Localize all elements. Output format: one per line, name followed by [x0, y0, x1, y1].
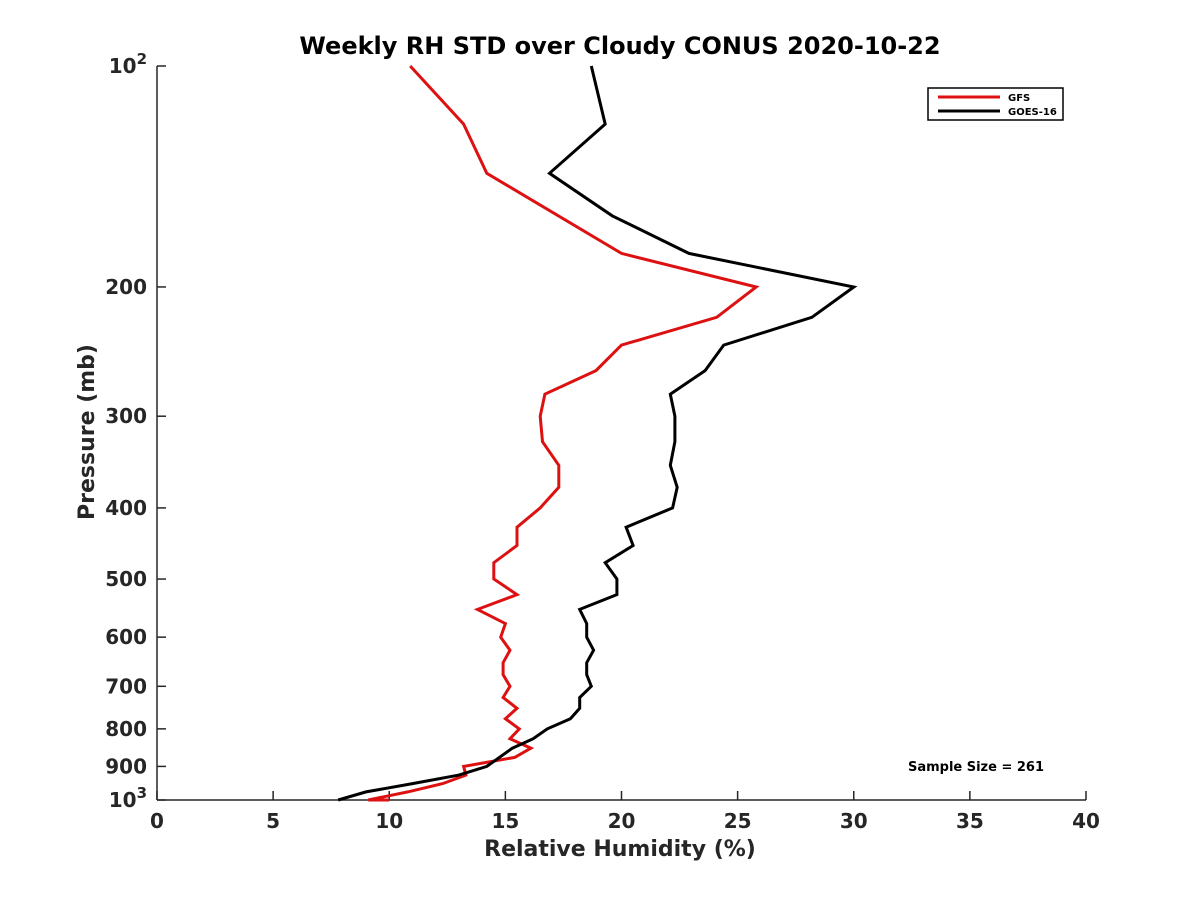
- y-tick-label: 500: [105, 567, 147, 591]
- y-axis-label: Pressure (mb): [75, 344, 100, 520]
- x-tick-label: 15: [491, 809, 519, 833]
- y-tick-label: 900: [105, 754, 147, 778]
- x-tick-label: 10: [375, 809, 403, 833]
- x-tick-label: 5: [266, 809, 280, 833]
- y-tick-label: 800: [105, 717, 147, 741]
- legend-entry-label: GFS: [1008, 93, 1030, 104]
- y-tick-label: 600: [105, 625, 147, 649]
- x-tick-label: 25: [724, 809, 752, 833]
- y-tick-label: 103: [109, 784, 147, 812]
- series-line-goes-16: [337, 65, 858, 802]
- x-tick-label: 40: [1072, 809, 1100, 833]
- x-tick-label: 0: [150, 809, 164, 833]
- x-tick-label: 30: [840, 809, 868, 833]
- legend-box: [927, 87, 1064, 121]
- y-tick-label: 200: [105, 275, 147, 299]
- x-tick-label: 20: [608, 809, 636, 833]
- chart-title: Weekly RH STD over Cloudy CONUS 2020-10-…: [299, 32, 940, 60]
- x-tick-label: 35: [956, 809, 984, 833]
- legend: GFS GOES-16: [927, 87, 1064, 121]
- legend-entry-label: GOES-16: [1008, 107, 1057, 118]
- y-tick-label: 700: [105, 674, 147, 698]
- axes: 0 5 10 15 20 25 30 35 40 102 200 300 400 500 600 700 800…: [105, 50, 1100, 833]
- series-line-gfs: [367, 64, 760, 802]
- y-tick-label: 102: [109, 50, 147, 78]
- x-axis-label: Relative Humidity (%): [484, 837, 756, 862]
- y-tick-label: 400: [105, 496, 147, 520]
- sample-size-annotation: Sample Size = 261: [908, 760, 1044, 775]
- series-layer: [337, 64, 858, 802]
- y-tick-label: 300: [105, 404, 147, 428]
